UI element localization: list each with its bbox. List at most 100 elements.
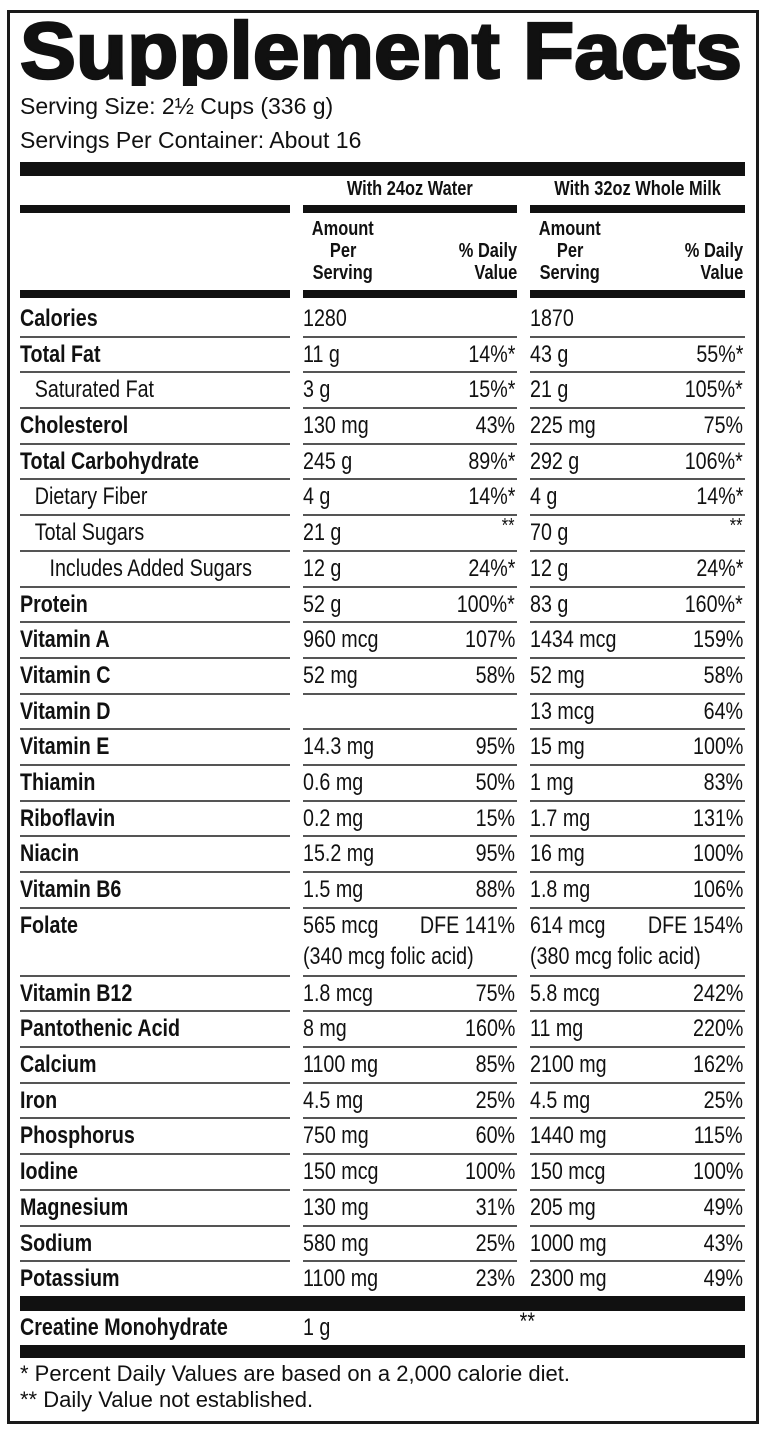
water-amount: 130 mg (303, 412, 369, 440)
milk-cell: 70 g ** (530, 515, 745, 552)
table-row: Folate 565 mcg DFE 141% (340 mcg folic acid… (20, 909, 745, 977)
water-daily-value: 88% (475, 876, 515, 903)
milk-cell: 5.8 mcg 242% (530, 977, 745, 1013)
milk-daily-value: 64% (703, 697, 743, 725)
water-daily-value: 50% (475, 768, 515, 796)
milk-cell: 1434 mcg 159% (530, 623, 745, 659)
milk-amount: 83 g (530, 590, 569, 618)
water-amount: 1.8 mcg (303, 979, 374, 1007)
thick-divider (20, 162, 745, 176)
water-cell: 245 g 89%* (303, 445, 517, 481)
nutrient-cell: Thiamin (20, 766, 290, 802)
table-row: Calcium 1100 mg 85% 2100 mg 162% (20, 1048, 745, 1084)
nutrient-label: Calories (20, 305, 98, 332)
nutrient-cell: Calories (20, 302, 290, 338)
water-amount: 580 mg (303, 1229, 369, 1257)
divider (530, 205, 745, 213)
water-amount: 130 mg (303, 1193, 369, 1221)
water-amount: 4 g (303, 483, 331, 511)
nutrient-label: Total Sugars (34, 519, 145, 547)
divider (20, 205, 290, 213)
milk-cell: 13 mcg 64% (530, 695, 745, 731)
water-cell: 1100 mg 23% (303, 1262, 517, 1298)
water-daily-value: 15%* (467, 376, 515, 404)
milk-amount: 70 g (530, 519, 569, 547)
milk-cell: 1440 mg 115% (530, 1119, 745, 1156)
table-row: Vitamin C 52 mg 58% 52 mg 58% (20, 659, 745, 695)
water-amount: 8 mg (303, 1015, 347, 1043)
nutrient-label: Saturated Fat (34, 376, 155, 404)
milk-daily-value: 162% (692, 1051, 743, 1079)
milk-cell: 4.5 mg 25% (530, 1084, 745, 1120)
table-row: Saturated Fat 3 g 15%* 21 g 105%* (20, 373, 745, 410)
footnote-daily-values: * Percent Daily Values are based on a 2,… (20, 1361, 570, 1386)
header-milk: With 32oz Whole Milk (554, 178, 721, 200)
milk-cell: 1.8 mg 106% (530, 873, 745, 909)
water-amount: 750 mg (303, 1122, 369, 1150)
water-cell: 565 mcg DFE 141% (340 mcg folic acid) (303, 909, 517, 977)
milk-folic-acid-note: (380 mcg folic acid) (530, 942, 701, 970)
water-daily-value: 60% (475, 1122, 515, 1150)
water-cell: 1.8 mcg 75% (303, 977, 517, 1013)
table-row: Protein 52 g 100%* 83 g 160%* (20, 588, 745, 624)
milk-cell: 1 mg 83% (530, 766, 745, 802)
water-amount: 15.2 mg (303, 840, 375, 868)
table-row: Total Carbohydrate 245 g 89%* 292 g 106%* (20, 445, 745, 481)
milk-amount: 12 g (530, 554, 569, 582)
table-row: Vitamin E 14.3 mg 95% 15 mg 100% (20, 730, 745, 766)
nutrient-cell: Vitamin D (20, 695, 290, 731)
water-amount: 0.6 mg (303, 768, 364, 796)
thick-divider (20, 1296, 745, 1311)
nutrient-label: Niacin (20, 840, 80, 868)
nutrient-label: Iodine (20, 1158, 78, 1186)
water-daily-value: ** (502, 515, 515, 538)
milk-daily-value: 14%* (695, 483, 743, 511)
nutrient-cell: Vitamin B12 (20, 977, 290, 1013)
nutrient-label: Total Carbohydrate (20, 447, 199, 475)
milk-cell: 4 g 14%* (530, 480, 745, 517)
nutrient-label: Cholesterol (20, 412, 129, 440)
water-amount: 0.2 mg (303, 804, 364, 832)
water-daily-value: 100%* (456, 590, 515, 618)
label-border (7, 10, 759, 1424)
water-cell: 1.5 mg 88% (303, 873, 517, 909)
milk-cell: 11 mg 220% (530, 1012, 745, 1049)
nutrient-cell: Phosphorus (20, 1119, 290, 1156)
milk-amount: 292 g (530, 447, 580, 475)
table-row: Calories 1280 1870 (20, 302, 745, 338)
milk-cell: 150 mcg 100% (530, 1155, 745, 1191)
milk-amount: 43 g (530, 340, 569, 368)
water-daily-value: 85% (475, 1051, 515, 1079)
milk-amount: 16 mg (530, 840, 585, 868)
water-amount: 245 g (303, 447, 353, 475)
divider (303, 205, 517, 213)
nutrient-cell: Vitamin B6 (20, 873, 290, 909)
water-daily-value: 58% (475, 661, 515, 689)
milk-amount: 2100 mg (530, 1051, 607, 1079)
milk-daily-value: DFE 154% (647, 911, 743, 939)
milk-cell: 1.7 mg 131% (530, 802, 745, 838)
milk-daily-value: 25% (703, 1086, 743, 1114)
divider (20, 290, 290, 298)
milk-amount: 5.8 mcg (530, 979, 601, 1007)
nutrient-label: Phosphorus (20, 1122, 135, 1150)
footnote-not-established: ** Daily Value not established. (20, 1387, 314, 1412)
milk-daily-value: 55%* (695, 340, 743, 368)
milk-amount: 4 g (530, 483, 558, 511)
thick-divider (20, 1345, 745, 1358)
water-daily-value: DFE 141% (419, 911, 515, 939)
nutrient-table: Calories 1280 1870 Total Fat 11 g 14%* 43 g 55%… (20, 302, 745, 1298)
table-row: Dietary Fiber 4 g 14%* 4 g 14%* (20, 480, 745, 517)
nutrient-label: Magnesium (20, 1193, 129, 1221)
milk-cell: 1000 mg 43% (530, 1227, 745, 1263)
milk-daily-value: 100% (692, 1158, 743, 1186)
milk-amount: 4.5 mg (530, 1086, 591, 1114)
water-folic-acid-note: (340 mcg folic acid) (303, 942, 474, 970)
nutrient-cell: Iodine (20, 1155, 290, 1191)
water-amount: 11 g (303, 340, 340, 368)
table-row: Vitamin B6 1.5 mg 88% 1.8 mg 106% (20, 873, 745, 909)
milk-amount: 11 mg (530, 1015, 584, 1043)
milk-cell: 2300 mg 49% (530, 1262, 745, 1298)
water-daily-value: 14%* (467, 340, 515, 368)
water-cell: 150 mcg 100% (303, 1155, 517, 1191)
